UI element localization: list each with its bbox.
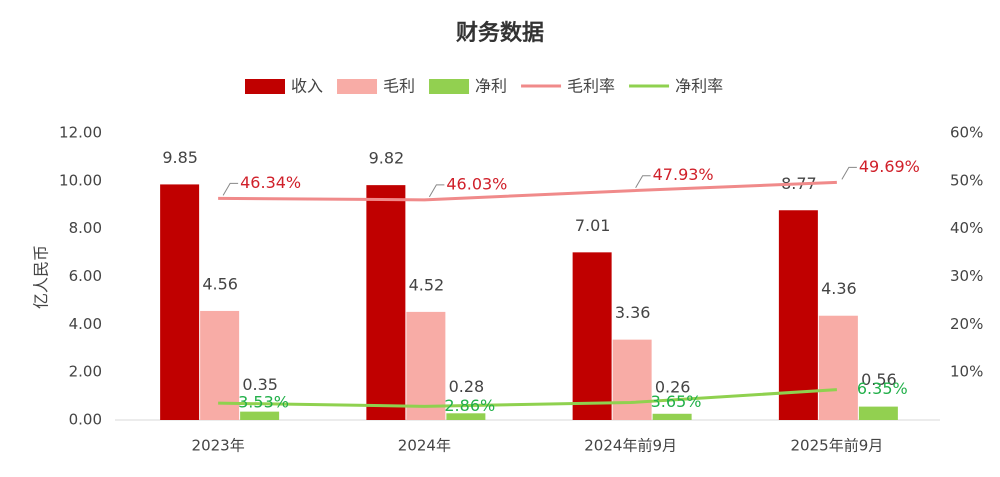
bar <box>858 406 898 420</box>
y-tick-label: 0.00 <box>69 411 102 429</box>
y-tick-label: 12.00 <box>59 124 102 142</box>
data-label: 47.93% <box>653 165 714 184</box>
bar <box>572 252 612 420</box>
y2-tick-label: 50% <box>950 171 983 189</box>
data-label: 3.36 <box>615 303 651 322</box>
leader-line <box>841 166 857 180</box>
bar <box>818 315 858 420</box>
bar <box>652 413 692 420</box>
y2-tick-label: 10% <box>950 363 983 381</box>
data-label: 0.28 <box>449 377 485 396</box>
y2-tick-label: 30% <box>950 267 983 285</box>
x-tick-label: 2024年 <box>398 437 451 455</box>
data-label: 3.53% <box>238 393 289 412</box>
data-label: 4.36 <box>821 279 857 298</box>
data-label: 9.82 <box>369 149 405 168</box>
bar <box>240 411 280 420</box>
data-label: 0.26 <box>655 377 691 396</box>
data-label: 4.56 <box>202 274 238 293</box>
data-label: 6.35% <box>857 379 908 398</box>
y2-tick-label: 60% <box>950 124 983 142</box>
leader-line <box>428 184 445 198</box>
y-tick-label: 2.00 <box>69 363 102 381</box>
y2-tick-label: 20% <box>950 315 983 333</box>
bar <box>160 184 200 420</box>
x-tick-label: 2024年前9月 <box>584 437 677 455</box>
legend-label: 毛利 <box>383 77 415 96</box>
bar <box>446 413 486 420</box>
data-label: 7.01 <box>575 216 611 235</box>
y-tick-label: 8.00 <box>69 219 102 237</box>
chart-title: 财务数据 <box>456 20 544 46</box>
data-label: 46.34% <box>240 173 301 192</box>
leader-line <box>635 175 651 188</box>
data-label: 3.65% <box>651 392 702 411</box>
data-label: 49.69% <box>859 157 920 176</box>
data-label: 4.52 <box>409 275 445 294</box>
legend-label: 净利率 <box>675 77 723 96</box>
x-tick-label: 2025年前9月 <box>791 437 884 455</box>
x-tick-label: 2023年 <box>192 437 245 455</box>
y-tick-label: 4.00 <box>69 315 102 333</box>
bar <box>778 210 818 420</box>
legend-swatch <box>245 79 285 94</box>
legend-swatch <box>337 79 378 94</box>
line <box>218 388 837 408</box>
leader-line <box>222 182 239 196</box>
data-label: 46.03% <box>446 174 507 193</box>
legend-label: 收入 <box>291 77 323 96</box>
y-axis-label: 亿人民币 <box>32 245 51 309</box>
line <box>218 180 837 202</box>
legend-swatch <box>429 79 470 94</box>
y2-tick-label: 40% <box>950 219 983 237</box>
legend-label: 净利 <box>475 77 507 96</box>
bar <box>366 185 406 420</box>
data-label: 0.56 <box>861 370 897 389</box>
data-label: 0.35 <box>242 375 278 394</box>
bar <box>612 339 652 420</box>
y-tick-label: 10.00 <box>59 171 102 189</box>
legend-label: 毛利率 <box>567 77 615 96</box>
bar <box>406 311 446 420</box>
data-label: 2.86% <box>444 396 495 415</box>
y-tick-label: 6.00 <box>69 267 102 285</box>
data-label: 9.85 <box>162 148 198 167</box>
